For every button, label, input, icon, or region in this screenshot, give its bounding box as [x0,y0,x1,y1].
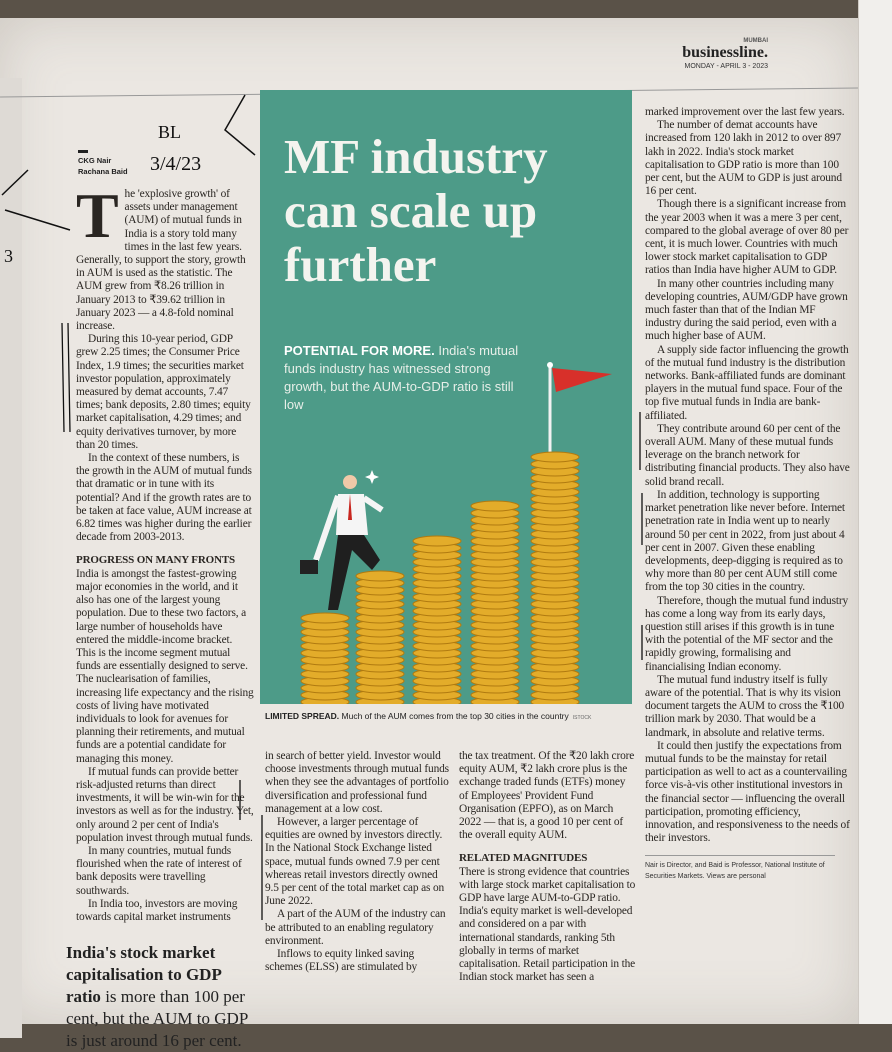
coin [300,612,350,624]
paragraph: the tax treatment. Of the ₹20 lakh crore… [459,750,635,842]
column-1: T he 'explosive growth' of assets under … [66,180,254,1052]
paragraph: he 'explosive growth' of assets under ma… [76,188,246,333]
paragraph: The mutual fund industry itself is fully… [645,673,845,739]
paragraph: During this 10-year period, GDP grew 2.2… [76,333,251,451]
businessman-figure [300,470,384,610]
flag-icon [552,368,612,392]
illustration-panel: MF industry can scale up further POTENTI… [260,90,632,704]
paragraph: Inflows to equity linked saving schemes … [265,948,418,974]
paragraph: The number of demat accounts have increa… [645,119,842,198]
section-heading: PROGRESS ON MANY FRONTS [76,554,236,567]
paragraph: in search of better yield. Investor woul… [265,750,449,815]
paragraph: A part of the AUM of the industry can be… [265,908,446,947]
coin [530,451,580,463]
flag-pole-top [547,362,553,368]
paragraph: India is amongst the fastest-growing maj… [76,567,254,765]
image-caption: LIMITED SPREAD. Much of the AUM comes fr… [265,711,591,721]
pull-quote-bold: India's stock market capitalisation to G… [66,943,221,1007]
paragraph: However, a larger percentage of equities… [265,816,445,908]
paragraph: In many other countries including many d… [645,277,848,343]
paragraph: In many countries, mutual funds flourish… [76,844,242,897]
paragraph: It could then justify the expectations f… [645,739,850,845]
coin [470,500,520,512]
paragraph: They contribute around 60 per cent of th… [645,422,850,488]
paragraph: In the context of these numbers, is the … [76,452,252,544]
column-4: marked improvement over the last few yea… [645,106,850,882]
column-3: the tax treatment. Of the ₹20 lakh crore… [459,750,637,984]
paragraph: In India too, investors are moving towar… [76,897,238,923]
deck-lead: POTENTIAL FOR MORE. [284,343,435,358]
paragraph: Though there is a significant increase f… [645,198,849,277]
deck-text: India's mutual funds industry has witnes… [284,343,519,412]
photo-credit: ISTOCK [572,715,592,721]
byline: CKG Nair Rachana Baid [78,150,128,177]
author-footnote: Nair is Director, and Baid is Professor,… [645,855,835,882]
author-2: Rachana Baid [78,167,128,176]
drop-cap: T [76,180,119,251]
paragraph: If mutual funds can provide better risk-… [76,765,254,844]
pull-quote: India's stock market capitalisation to G… [66,942,256,1052]
masthead-city: MUMBAI [743,38,768,44]
section-heading: RELATED MAGNITUDES [459,852,588,865]
coins-illustration [300,362,612,704]
caption-text: Much of the AUM comes from the top 30 ci… [339,711,569,721]
paragraph: marked improvement over the last few yea… [645,106,845,118]
masthead-brand: businessline. [682,44,768,61]
caption-lead: LIMITED SPREAD. [265,711,340,721]
masthead-date: MONDAY - APRIL 3 - 2023 [684,63,768,70]
previous-page-edge [0,78,22,1038]
paragraph: In addition, technology is supporting ma… [645,488,845,594]
paragraph: There is strong evidence that countries … [459,865,636,984]
coin [412,535,462,547]
deck: POTENTIAL FOR MORE. India's mutual funds… [284,342,524,414]
paragraph: A supply side factor influencing the gro… [645,343,849,422]
column-2: in search of better yield. Investor woul… [265,750,451,974]
coin [355,570,405,582]
paragraph: Therefore, though the mutual fund indust… [645,594,849,673]
next-page-edge [858,0,892,1024]
author-1: CKG Nair [78,156,112,165]
coin-stacks [300,451,580,704]
sparkle-icon [365,470,379,484]
headline: MF industry can scale up further [284,129,548,292]
masthead: MUMBAI businessline. MONDAY - APRIL 3 - … [682,38,768,70]
